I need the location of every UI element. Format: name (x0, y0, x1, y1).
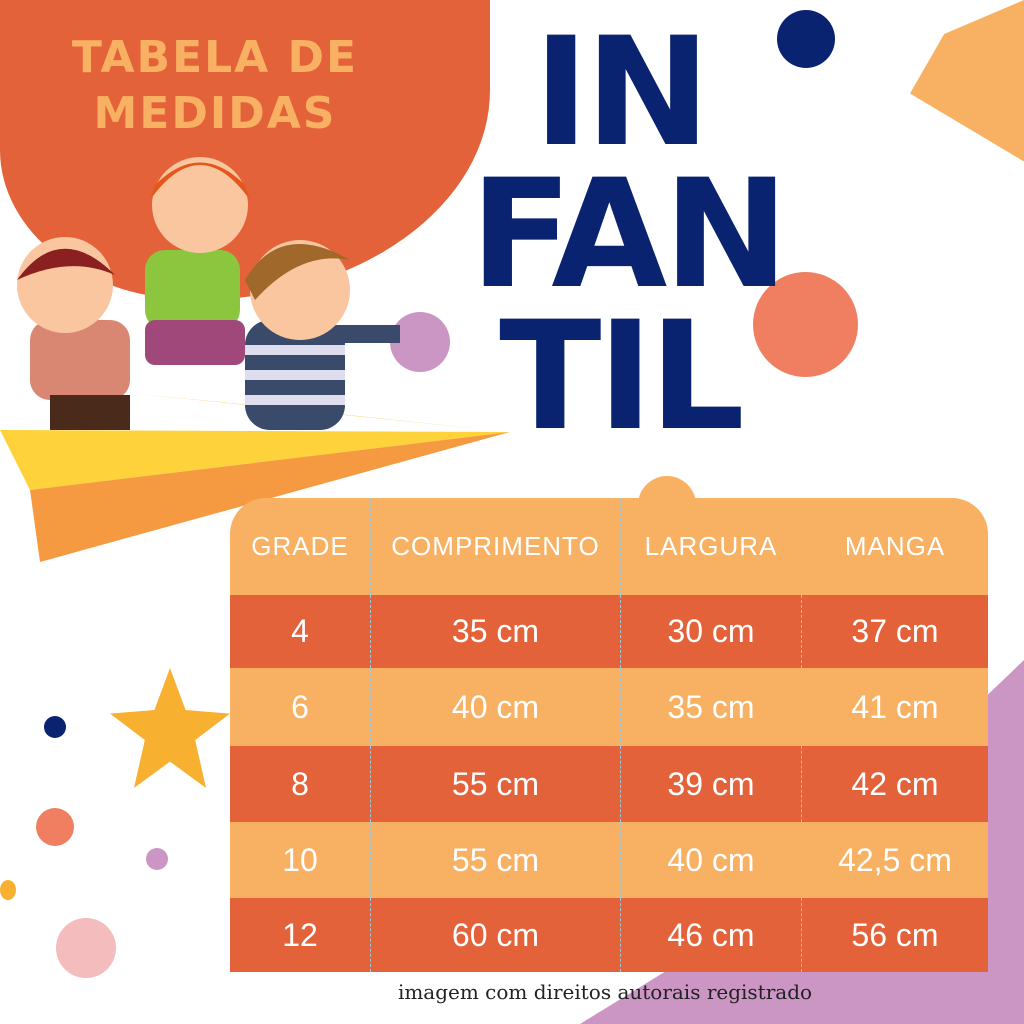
star-icon (110, 668, 230, 788)
cell: 46 cm (621, 898, 802, 972)
copyright-note: imagem com direitos autorais registrado (397, 980, 813, 1004)
table-row: 8 55 cm 39 cm 42 cm (230, 746, 988, 822)
dot (146, 848, 168, 870)
table-row: 6 40 cm 35 cm 41 cm (230, 668, 988, 746)
title-line: FAN (470, 148, 789, 322)
header-tab (638, 476, 696, 520)
cell: 42 cm (851, 765, 939, 802)
cell: 35 cm (371, 595, 621, 668)
orange-shape (910, 0, 1024, 162)
cell: 10 (230, 822, 371, 898)
cell: 30 cm (621, 595, 802, 668)
cell: 8 (230, 746, 371, 822)
cell: 56 cm (851, 916, 939, 953)
cell: 41 cm (851, 688, 939, 725)
size-table: GRADE COMPRIMENTO LARGURA MANGA 4 35 cm … (230, 476, 988, 972)
page-title: IN FAN TIL (470, 6, 789, 464)
column-header: GRADE (230, 498, 371, 595)
subtitle: TABELA DE MEDIDAS (70, 30, 360, 142)
title-line: IN (533, 6, 710, 180)
navy-dot (777, 10, 835, 68)
cell: 40 cm (371, 668, 621, 746)
kids-on-plane-illustration (0, 157, 510, 562)
dot (56, 918, 116, 978)
dot (44, 716, 66, 738)
table-header: GRADE COMPRIMENTO LARGURA MANGA (230, 476, 988, 595)
column-header: LARGURA (621, 498, 802, 595)
dot (36, 808, 74, 846)
cell: 55 cm (371, 746, 621, 822)
cell: 6 (230, 668, 371, 746)
title-line: TIL (499, 290, 745, 464)
cell: 42,5 cm (838, 841, 952, 878)
cell: 35 cm (621, 668, 802, 746)
column-header: COMPRIMENTO (371, 498, 621, 595)
column-header: MANGA (844, 531, 946, 561)
cell: 55 cm (371, 822, 621, 898)
table-row: 12 60 cm 46 cm 56 cm (230, 898, 988, 972)
subtitle-line: TABELA DE (71, 32, 359, 83)
cell: 60 cm (371, 898, 621, 972)
table-row: 10 55 cm 40 cm 42,5 cm (230, 822, 988, 898)
cell: 12 (230, 898, 371, 972)
subtitle-line: MEDIDAS (93, 88, 337, 139)
coral-dot (753, 272, 858, 377)
cell: 37 cm (851, 613, 939, 649)
cell: 39 cm (621, 746, 802, 822)
cell: 40 cm (621, 822, 802, 898)
cell: 4 (230, 595, 371, 668)
table-row: 4 35 cm 30 cm 37 cm (230, 595, 988, 668)
dot (0, 880, 16, 900)
